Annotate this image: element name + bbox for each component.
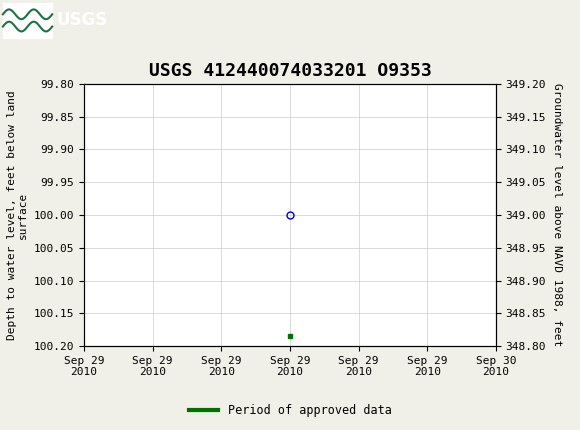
Bar — [3, 3, 52, 37]
Y-axis label: Depth to water level, feet below land
surface: Depth to water level, feet below land su… — [7, 90, 28, 340]
Text: USGS: USGS — [57, 12, 108, 29]
Title: USGS 412440074033201 O9353: USGS 412440074033201 O9353 — [148, 61, 432, 80]
Legend: Period of approved data: Period of approved data — [184, 399, 396, 422]
Y-axis label: Groundwater level above NAVD 1988, feet: Groundwater level above NAVD 1988, feet — [552, 83, 561, 347]
